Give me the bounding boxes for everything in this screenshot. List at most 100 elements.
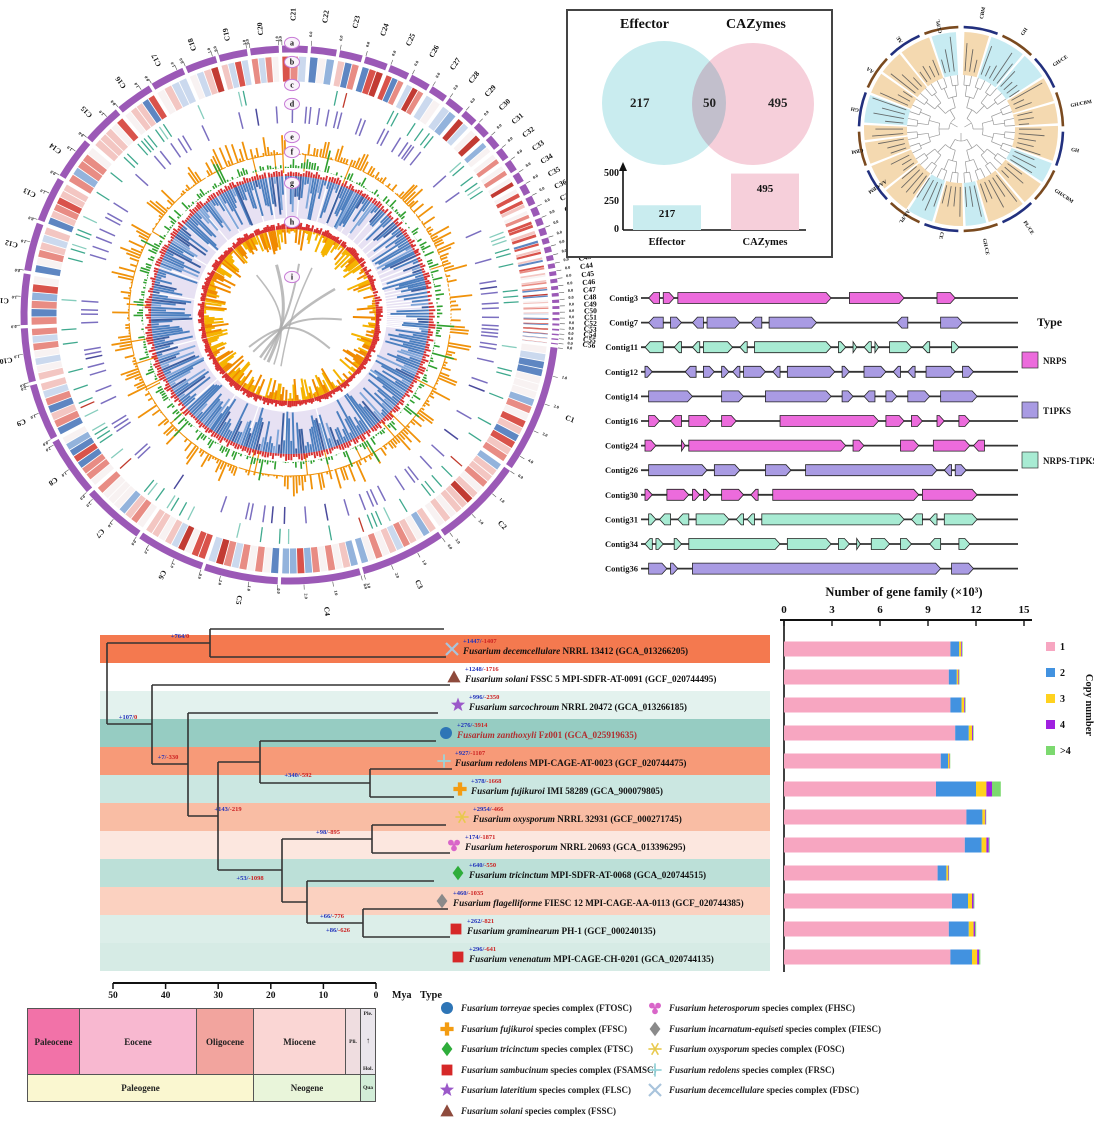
scale-tick-label: 1.0 [241,39,247,45]
gene-arrow [954,464,967,477]
gene-label-mark [1010,159,1033,174]
copy-legend-title: Copy number [1083,674,1094,736]
contig-label: C55 [583,335,597,345]
copy-legend-label: >4 [1060,746,1071,757]
gene-label-mark [1018,117,1034,121]
species-label: Fusarium decemcellulare NRRL 13412 (GCA_… [462,646,688,656]
scale-tick-label: 0.0 [197,573,203,580]
stacked-bar-segment [988,837,990,853]
heatmap-cell [493,189,518,205]
gene-label-mark [924,181,938,211]
heatmap-cell [87,148,112,170]
bar-value: 217 [659,208,676,220]
heatmap-cell [34,347,60,358]
stacked-bar-segment [950,641,960,657]
scale-tick-label: 0.0 [28,215,35,222]
heatmap-cell [453,130,476,153]
karyotype-arc [37,178,64,223]
stacked-bar-segment [956,669,959,685]
heatmap-cell [493,423,519,442]
scale-tick-label: 0.0 [538,185,545,192]
gain-loss-label: +927/-1107 [455,750,486,757]
contig-label: C45 [581,269,595,280]
contig-row-label: Contig12 [605,367,638,377]
triangle-icon [440,1104,454,1117]
scale-tick-label: 0.0 [567,280,573,286]
copy-legend-swatch [1046,642,1055,651]
cazy-class-label: CBM [979,6,987,19]
xmark-marker [445,642,459,656]
heatmap-cell [400,87,418,113]
heatmap-cell [339,62,352,89]
stacked-bar-segment [986,837,989,853]
heatmap-cell [48,397,74,413]
scale-tick-label: 0.0 [565,265,571,271]
heatmap-cell [362,69,376,95]
tree-arc [1055,131,1065,167]
gene-arrow [703,341,734,354]
square-marker [452,951,464,963]
highlight-wedge [871,73,917,109]
stacked-bar-segment [992,781,1001,797]
gene-label-mark [1004,166,1024,184]
heatmap-cell [35,265,61,277]
geological-timeline: Paleocene Eocene Oligocene Miocene Pli. Ple. ↑… [27,1008,376,1102]
heatmap-cell [442,119,464,142]
gene-label-mark [905,172,924,193]
gene-arrow [735,513,744,526]
stacked-bar-segment [950,697,962,713]
gene-arrow [885,390,898,403]
heatmap-cell [73,167,99,188]
scale-tick-label: 0.0 [569,325,574,330]
contig-label: C4 [322,606,332,616]
contig-row-label: Contig16 [605,416,638,426]
stacked-bar-segment [976,781,987,797]
scale-tick-label: 1.0 [498,497,505,504]
gene-arrow [892,365,901,378]
gene-arrow [772,365,781,378]
hist-baseline [443,268,446,273]
gain-loss-label: +276/-3914 [457,722,488,729]
hist-baseline [439,256,443,261]
triangle-marker [440,1104,454,1117]
hist-baseline [247,155,265,161]
scale-tick-label: 0.0 [11,324,16,329]
heatmap-cell [258,57,267,84]
gene-arrow [732,365,741,378]
circle-marker [440,727,452,739]
tree-arc [866,169,888,201]
gene-arrow [805,464,938,477]
karyotype-arc [538,227,548,237]
gene-arrow [750,488,759,501]
stacked-bar-segment [784,865,938,881]
heatmap-cell [520,343,547,354]
asterisk-icon [648,1043,662,1056]
diamond-marker [441,1042,453,1057]
gene-arrow [889,341,912,354]
time-tick-label: 30 [213,991,223,1001]
stacked-bar-segment [784,725,956,741]
tree-row-stripe [100,831,770,859]
heatmap-cell [40,242,66,256]
gain-loss-label: +174/-1871 [465,834,495,841]
heatmap-cell [518,357,545,369]
species-label: Fusarium graminearum PH-1 (GCF_000240135… [466,926,656,936]
scale-tick-label: 0.0 [338,35,344,41]
heatmap-cell [142,99,162,124]
species-complex-label: Fusarium tricinctum species complex (FTS… [461,1044,634,1055]
gene-label-mark [992,177,1006,197]
gene-label-mark [901,169,921,189]
gene-arrow [695,513,730,526]
stacked-bar-segment [961,641,963,657]
stacked-bar-segment [955,725,969,741]
gene-label-mark [1012,155,1037,168]
hist-baseline [128,323,135,356]
species-complex-label: Fusarium lateritium species complex (FLS… [461,1085,632,1096]
gene-arrow [848,292,905,304]
contig-label: C15 [79,104,95,120]
scale-tick-label: 0.0 [14,268,20,274]
heatmap-cell [355,66,369,93]
bgc-legend-label: T1PKS [1043,406,1071,416]
heatmap-cell [137,503,158,528]
highlight-wedge [1013,103,1058,126]
